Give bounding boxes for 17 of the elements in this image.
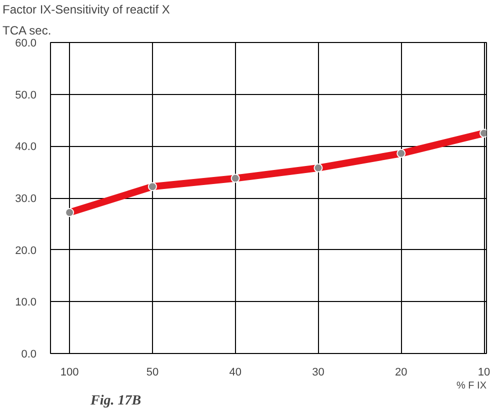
y-tick-label: 20.0 <box>15 244 37 257</box>
x-tick-label: 10 <box>478 366 490 378</box>
y-tick-label: 0.0 <box>21 348 37 360</box>
x-tick-label: 100 <box>60 366 79 378</box>
x-tick-label: 40 <box>229 366 242 378</box>
caption: Fig. 17B <box>90 394 142 408</box>
x-tick-label: 50 <box>146 366 159 378</box>
x-tick-label: 30 <box>312 366 324 378</box>
y-tick-label: 30.0 <box>15 193 37 205</box>
chart-title: Factor IX-Sensitivity of reactif X <box>2 2 170 16</box>
x-axis-title: % F IX <box>456 380 487 392</box>
y-axis-title: TCA sec. <box>2 24 52 38</box>
y-tick-label: 50.0 <box>15 89 37 102</box>
y-tick-label: 40.0 <box>15 141 37 154</box>
y-tick-label: 60.0 <box>15 38 37 50</box>
x-tick-label: 20 <box>395 366 408 378</box>
y-tick-label: 10.0 <box>15 296 37 309</box>
